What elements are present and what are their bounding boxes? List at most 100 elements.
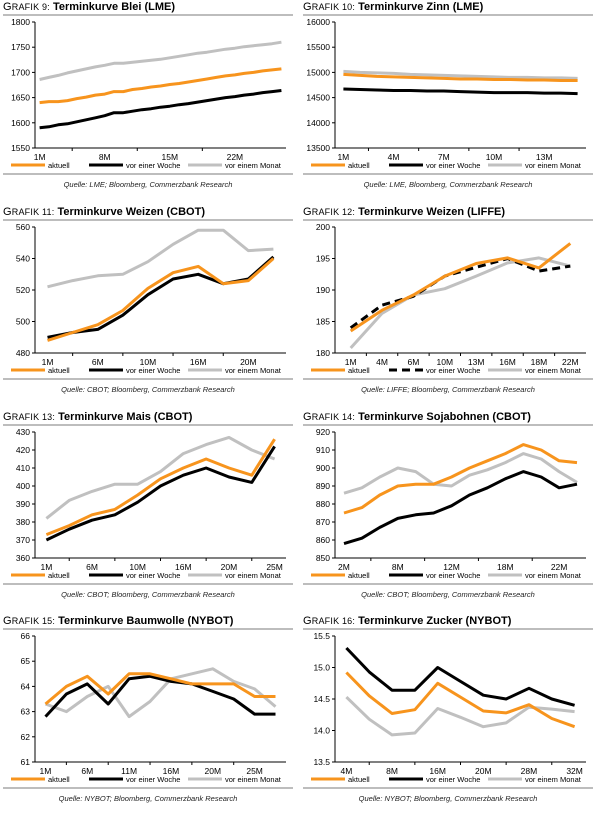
series-line-month (47, 228, 274, 289)
y-tick-label: 65 (21, 656, 31, 666)
y-tick-label: 420 (16, 445, 30, 455)
chart-panel-weizen-liffe: GRAFIK 12: Terminkurve Weizen (LIFFE) 18… (303, 205, 598, 405)
y-tick-label: 14.5 (313, 694, 330, 704)
x-tick-label: 10M (140, 357, 157, 367)
y-tick-label: 64 (21, 681, 31, 691)
chart-title-prefix: GRAFIK 13: (3, 411, 56, 423)
x-tick-label: 16M (163, 766, 180, 776)
chart-title-prefix: GRAFIK 14: (303, 411, 356, 423)
legend-label-month: vor einem Monat (225, 161, 282, 170)
x-tick-label: 13M (536, 152, 553, 162)
legend-label-current: aktuell (48, 366, 70, 375)
chart-panel-zucker: GRAFIK 16: Terminkurve Zucker (NYBOT) 13… (303, 614, 598, 814)
y-tick-label: 180 (316, 348, 330, 358)
y-tick-label: 860 (316, 535, 330, 545)
line-chart-weizen-liffe: 180 185 190 195 200 1M 4M 6M 10M 13M 16M 18M 22M aktu… (311, 222, 586, 375)
x-tick-label: 20M (205, 766, 222, 776)
x-tick-label: 16M (429, 766, 446, 776)
series-line-week (47, 255, 275, 339)
x-tick-label: 1M (40, 766, 52, 776)
footer-divider (3, 583, 293, 585)
footer-divider (3, 787, 293, 789)
legend-label-month: vor einem Monat (525, 366, 582, 375)
chart-title-main: Terminkurve Sojabohnen (CBOT) (358, 411, 531, 423)
x-tick-label: 6M (81, 766, 93, 776)
y-tick-label: 540 (16, 254, 30, 264)
title-divider (3, 424, 293, 426)
legend-label-current: aktuell (348, 775, 370, 784)
legend-label-current: aktuell (48, 775, 70, 784)
y-tick-label: 190 (316, 285, 330, 295)
line-chart-mais: 360 370 380 390 400 410 420 430 1M 6M 10M 16M 20M 25M… (11, 427, 286, 580)
series-line-current (44, 672, 276, 706)
series-line-month (345, 696, 575, 737)
y-tick-label: 13500 (306, 143, 330, 153)
line-chart-baumwolle: 61 62 63 64 65 66 1M 6M 11M 16M 20M 25M aktuell vor e… (11, 631, 286, 784)
y-tick-label: 480 (16, 348, 30, 358)
y-tick-label: 14000 (306, 118, 330, 128)
y-tick-label: 370 (16, 535, 30, 545)
x-tick-label: 12M (443, 562, 460, 572)
y-tick-label: 400 (16, 481, 30, 491)
x-tick-label: 16M (499, 357, 516, 367)
chart-panel-weizen-cbot: GRAFIK 11: Terminkurve Weizen (CBOT) 480… (3, 205, 298, 405)
y-tick-label: 890 (316, 481, 330, 491)
x-tick-label: 16M (190, 357, 207, 367)
chart-title: GRAFIK 14: Terminkurve Sojabohnen (CBOT) (303, 410, 531, 424)
series-line-month (343, 69, 578, 80)
x-tick-label: 7M (438, 152, 450, 162)
legend-label-week: vor einer Woche (126, 366, 180, 375)
chart-title: GRAFIK 13: Terminkurve Mais (CBOT) (3, 410, 192, 424)
y-tick-label: 1600 (11, 118, 30, 128)
chart-panel-baumwolle: GRAFIK 15: Terminkurve Baumwolle (NYBOT)… (3, 614, 298, 814)
title-divider (3, 628, 293, 630)
series-line-current (39, 67, 282, 105)
y-tick-label: 430 (16, 427, 30, 437)
series-line-current (349, 242, 572, 333)
y-tick-label: 14.0 (313, 726, 330, 736)
series-line-week (345, 646, 575, 707)
chart-panel-mais: GRAFIK 13: Terminkurve Mais (CBOT) 360 37… (3, 410, 298, 610)
title-divider (303, 628, 593, 630)
series-line-month (343, 452, 578, 495)
y-tick-label: 850 (316, 553, 330, 563)
y-tick-label: 15.0 (313, 663, 330, 673)
chart-title: GRAFIK 15: Terminkurve Baumwolle (NYBOT) (3, 614, 233, 628)
legend-label-month: vor einem Monat (225, 366, 282, 375)
y-tick-label: 15500 (306, 42, 330, 52)
chart-title-prefix: GRAFIK 11: (3, 206, 55, 218)
chart-source: Quelle: LME; Bloomberg, Commerzbank Rese… (63, 180, 233, 189)
y-tick-label: 500 (16, 317, 30, 327)
x-tick-label: 20M (221, 562, 238, 572)
series-line-current (47, 257, 275, 342)
series-line-month (44, 667, 277, 719)
y-tick-label: 900 (316, 463, 330, 473)
x-tick-label: 8M (392, 562, 404, 572)
y-tick-label: 410 (16, 463, 30, 473)
legend-label-week: vor einer Woche (426, 571, 480, 580)
x-tick-label: 32M (566, 766, 583, 776)
legend-label-current: aktuell (48, 161, 70, 170)
y-tick-label: 1550 (11, 143, 30, 153)
y-tick-label: 200 (316, 222, 330, 232)
y-tick-label: 61 (21, 757, 31, 767)
x-tick-label: 25M (266, 562, 283, 572)
x-tick-label: 1M (345, 357, 357, 367)
series-line-current (45, 438, 276, 536)
y-tick-label: 1650 (11, 93, 30, 103)
legend-label-current: aktuell (348, 571, 370, 580)
y-tick-label: 870 (316, 517, 330, 527)
y-tick-label: 1700 (11, 67, 30, 77)
chart-source: Quelle: NYBOT; Bloomberg, Commerzbank Re… (358, 794, 538, 803)
series-line-week (343, 470, 578, 546)
x-tick-label: 10M (129, 562, 146, 572)
title-divider (303, 14, 593, 16)
legend-label-month: vor einem Monat (525, 161, 582, 170)
x-tick-label: 22M (227, 152, 244, 162)
footer-divider (303, 583, 593, 585)
series-line-month (39, 40, 282, 81)
x-tick-label: 1M (42, 357, 54, 367)
x-tick-label: 1M (337, 152, 349, 162)
legend-label-month: vor einem Monat (525, 775, 582, 784)
y-tick-label: 1750 (11, 42, 30, 52)
